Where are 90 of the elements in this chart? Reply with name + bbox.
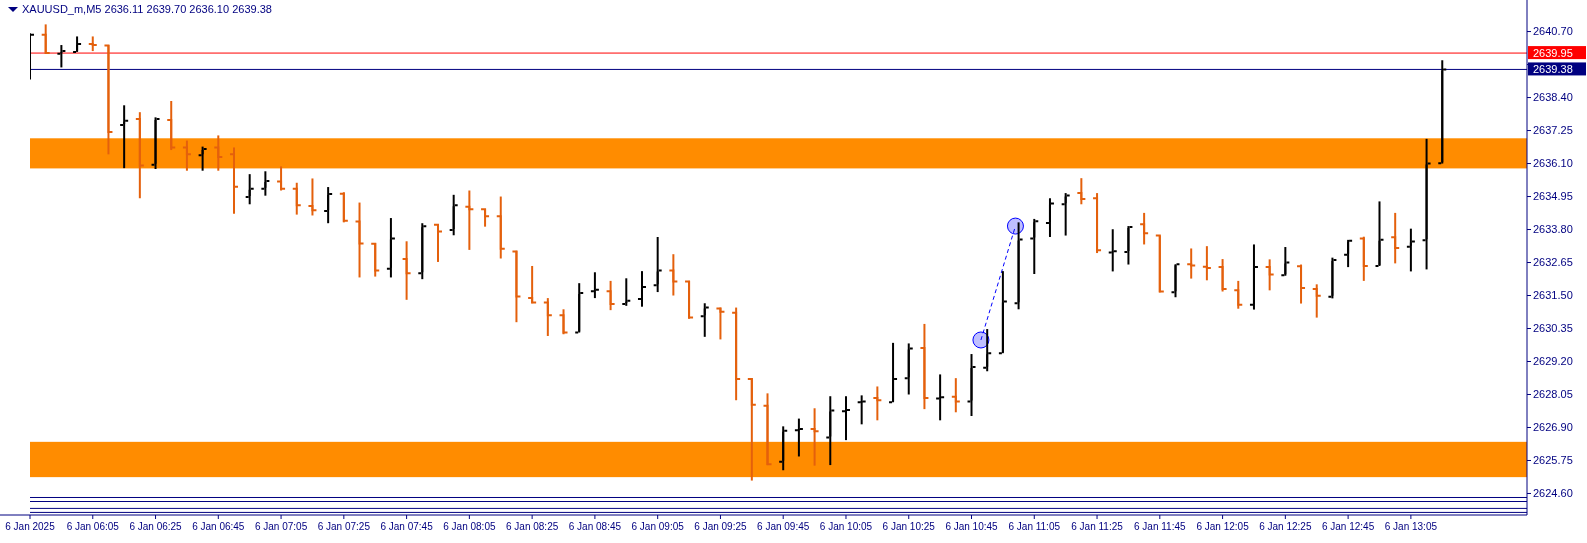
candlestick bbox=[1391, 211, 1400, 265]
x-tick-label: 6 Jan 07:25 bbox=[317, 521, 371, 532]
candlestick bbox=[198, 145, 207, 172]
candlestick bbox=[1281, 246, 1290, 277]
candlestick bbox=[590, 271, 599, 300]
candlestick bbox=[841, 395, 850, 442]
candlestick bbox=[794, 417, 803, 458]
y-tick-label: 2628.05 bbox=[1533, 388, 1573, 401]
x-tick-label: 6 Jan 10:45 bbox=[945, 521, 999, 532]
y-tick-label: 2625.75 bbox=[1533, 454, 1573, 467]
ref-line-label: 2639.95 bbox=[1533, 46, 1573, 59]
x-tick-label: 6 Jan 11:05 bbox=[1008, 521, 1061, 532]
candlestick bbox=[57, 44, 66, 69]
x-tick-label: 6 Jan 11:45 bbox=[1134, 521, 1187, 532]
candlestick bbox=[669, 253, 678, 297]
candlestick bbox=[653, 235, 662, 294]
candlestick bbox=[1202, 245, 1211, 282]
y-tick-label: 2631.50 bbox=[1533, 289, 1573, 302]
x-tick-label: 6 Jan 09:25 bbox=[694, 521, 748, 532]
candlestick bbox=[120, 104, 129, 170]
x-tick-label: 6 Jan 06:45 bbox=[192, 521, 245, 532]
x-tick-label: 6 Jan 07:05 bbox=[254, 521, 308, 532]
candlestick bbox=[951, 377, 960, 414]
x-tick-label: 6 Jan 09:45 bbox=[757, 521, 810, 532]
candlestick bbox=[324, 186, 333, 225]
ref-line-label: 2639.38 bbox=[1533, 63, 1573, 76]
x-tick-label: 6 Jan 08:25 bbox=[506, 521, 559, 532]
candlestick bbox=[1045, 197, 1054, 238]
candlestick bbox=[465, 189, 474, 251]
x-tick-label: 6 Jan 12:45 bbox=[1321, 521, 1375, 532]
x-tick-label: 6 Jan 07:45 bbox=[380, 521, 434, 532]
candlestick bbox=[402, 240, 411, 301]
candlestick bbox=[1187, 247, 1196, 280]
candlestick bbox=[810, 407, 819, 467]
candlestick bbox=[1265, 258, 1274, 292]
candlestick bbox=[873, 385, 882, 422]
x-tick-label: 6 Jan 09:05 bbox=[631, 521, 685, 532]
y-tick-label: 2633.80 bbox=[1533, 223, 1573, 236]
y-tick-label: 2636.10 bbox=[1533, 157, 1573, 170]
x-tick-label: 6 Jan 2025 bbox=[5, 521, 56, 532]
candlestick bbox=[1061, 192, 1070, 237]
candlestick bbox=[1406, 227, 1415, 273]
candlestick bbox=[292, 181, 301, 216]
candlestick bbox=[308, 177, 317, 217]
candlestick bbox=[41, 23, 50, 55]
candlestick bbox=[559, 308, 568, 336]
y-tick-label: 2632.65 bbox=[1533, 256, 1573, 269]
y-tick-label: 2638.40 bbox=[1533, 91, 1573, 104]
candlestick bbox=[433, 223, 442, 263]
candlestick bbox=[214, 134, 223, 172]
candlestick bbox=[277, 165, 286, 192]
candlestick bbox=[700, 302, 709, 338]
y-tick-label: 2626.90 bbox=[1533, 421, 1573, 434]
y-tick-label: 2637.25 bbox=[1533, 124, 1573, 137]
candlestick bbox=[1218, 258, 1227, 293]
x-tick-label: 6 Jan 13:05 bbox=[1384, 521, 1438, 532]
candlestick bbox=[1344, 238, 1353, 269]
candlestick bbox=[637, 270, 646, 308]
candlestick bbox=[1312, 283, 1321, 319]
x-tick-label: 6 Jan 12:25 bbox=[1259, 521, 1312, 532]
candlestick bbox=[983, 328, 992, 373]
candlestick bbox=[1030, 217, 1039, 275]
candlestick bbox=[857, 394, 866, 426]
chart-title: XAUUSD_m,M5 2636.11 2639.70 2636.10 2639.38 bbox=[22, 3, 272, 16]
y-tick-label: 2629.20 bbox=[1533, 355, 1573, 368]
candlestick bbox=[606, 279, 615, 312]
candlestick bbox=[1234, 279, 1243, 310]
x-tick-label: 6 Jan 10:25 bbox=[882, 521, 936, 532]
x-tick-label: 6 Jan 11:25 bbox=[1071, 521, 1124, 532]
y-tick-label: 2630.35 bbox=[1533, 322, 1573, 335]
candlestick bbox=[528, 264, 537, 305]
candlestick bbox=[182, 139, 191, 172]
candlestick bbox=[261, 170, 270, 197]
candlestick bbox=[1297, 263, 1306, 305]
candlestick bbox=[1108, 228, 1117, 273]
candlestick bbox=[1140, 211, 1149, 246]
candlestick bbox=[716, 306, 725, 341]
candlestick bbox=[543, 297, 552, 337]
x-tick-label: 6 Jan 08:45 bbox=[568, 521, 622, 532]
candlestick bbox=[245, 173, 254, 206]
x-tick-label: 6 Jan 06:25 bbox=[129, 521, 183, 532]
x-tick-label: 6 Jan 08:05 bbox=[443, 521, 496, 532]
y-tick-label: 2634.95 bbox=[1533, 190, 1573, 203]
x-tick-label: 6 Jan 12:05 bbox=[1196, 521, 1250, 532]
candlestick bbox=[622, 277, 631, 307]
candlestick bbox=[1077, 177, 1086, 206]
x-tick-label: 6 Jan 06:05 bbox=[66, 521, 120, 532]
x-tick-label: 6 Jan 10:05 bbox=[819, 521, 873, 532]
y-tick-label: 2640.70 bbox=[1533, 25, 1573, 38]
y-tick-label: 2624.60 bbox=[1533, 487, 1573, 500]
